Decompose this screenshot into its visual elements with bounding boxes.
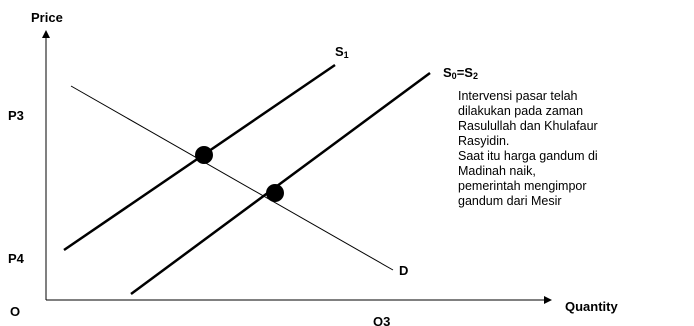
note-line: Rasyidin. <box>458 134 510 148</box>
note-line: dilakukan pada zaman <box>458 104 584 118</box>
annotation-note: Intervensi pasar telah dilakukan pada za… <box>458 89 694 209</box>
demand-d-label: D <box>399 263 408 278</box>
supply-s1-label: S1 <box>335 44 349 60</box>
note-line: gandum dari Mesir <box>458 194 562 208</box>
note-line: Madinah naik, <box>458 164 536 178</box>
x-axis-label: Quantity <box>565 299 618 314</box>
note-line: Rasulullah dan Khulafaur <box>458 119 598 133</box>
quantity-level-q3: Q3 <box>373 314 390 326</box>
note-line: Saat itu harga gandum di <box>458 149 598 163</box>
equilibrium-point-s1 <box>195 146 213 164</box>
supply-s0-s2-label: S0=S2 <box>443 65 478 81</box>
demand-curve <box>70 85 394 271</box>
equilibrium-point-s0 <box>266 184 284 202</box>
note-line: pemerintah mengimpor <box>458 179 587 193</box>
supply-curve-s0-s2 <box>130 71 431 296</box>
price-level-p3: P3 <box>8 108 24 123</box>
note-line: Intervensi pasar telah <box>458 89 578 103</box>
price-level-p4: P4 <box>8 251 25 266</box>
y-axis-label: Price <box>31 10 63 25</box>
origin-label: O <box>10 304 20 319</box>
